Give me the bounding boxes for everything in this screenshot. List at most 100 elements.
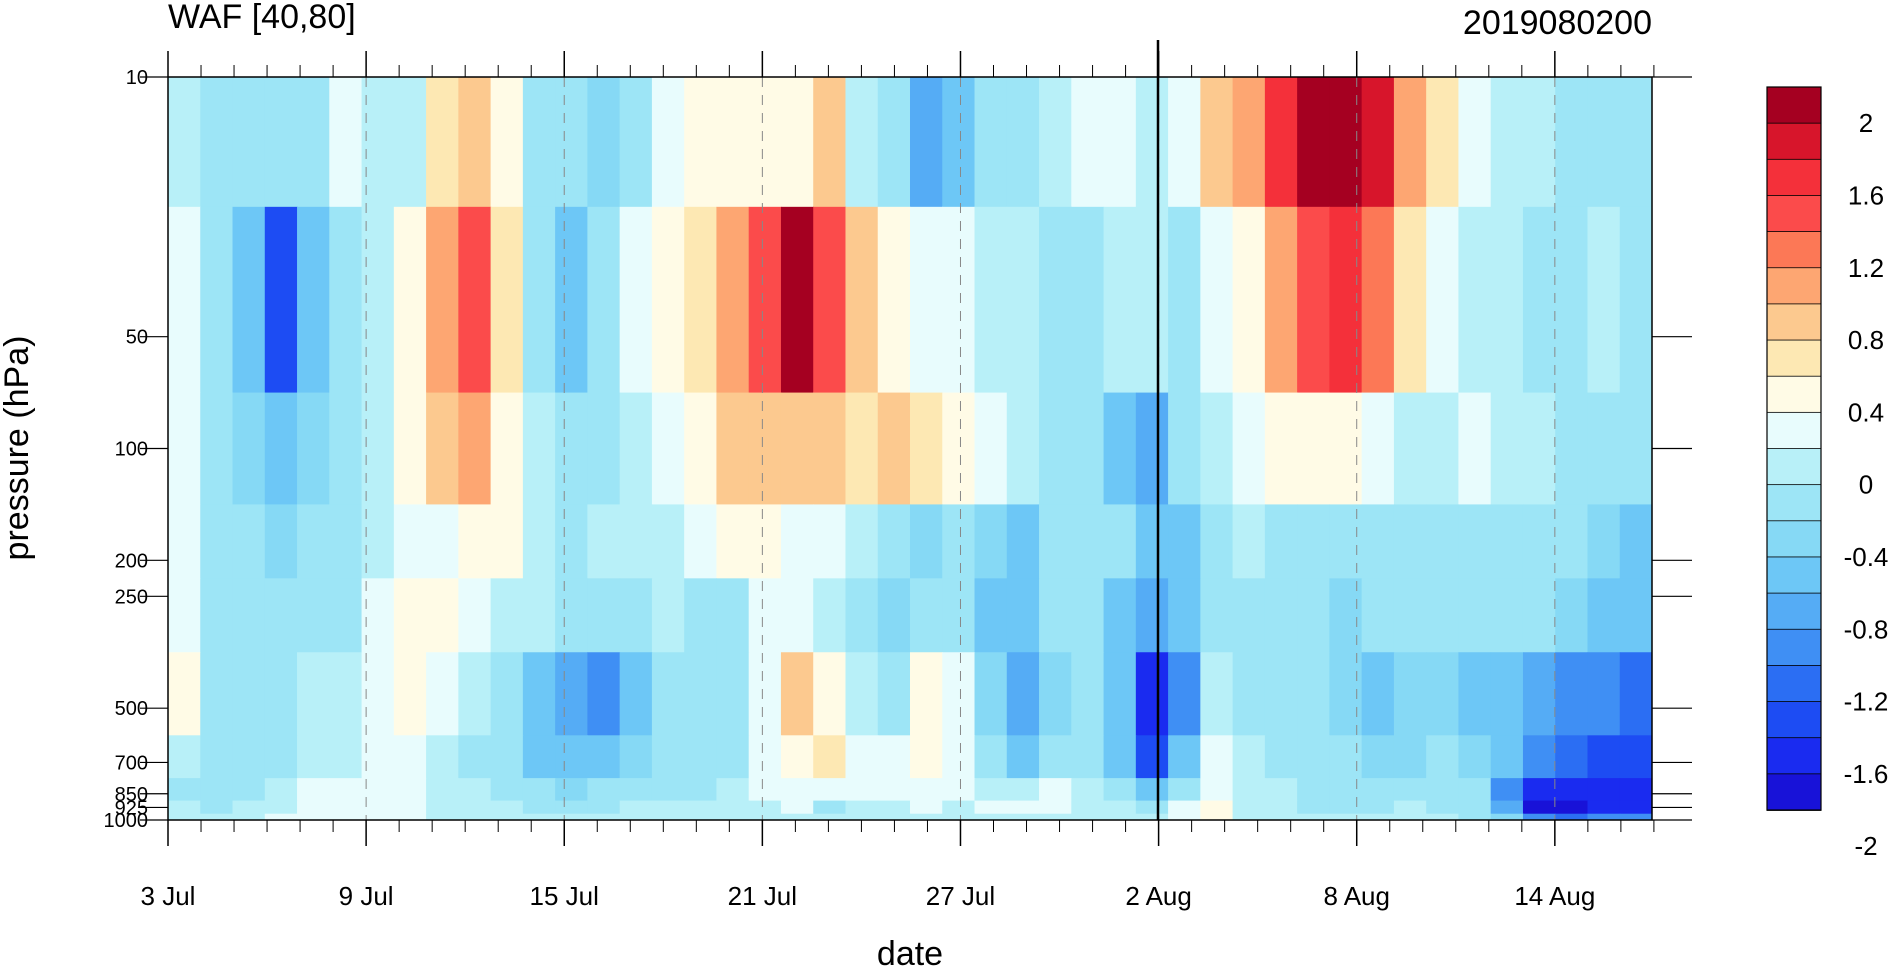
heatmap-cell (1200, 735, 1234, 779)
heatmap-cell (1426, 504, 1460, 579)
heatmap-cell (1200, 800, 1234, 815)
heatmap-cell (1297, 778, 1330, 802)
heatmap-cell (1200, 77, 1234, 208)
heatmap-cell (813, 800, 847, 815)
heatmap-cell (1135, 504, 1169, 579)
x-tick-label: 9 Jul (339, 881, 394, 911)
heatmap-cell (942, 392, 976, 506)
heatmap-cell (780, 206, 814, 394)
heatmap-cell (426, 578, 459, 653)
heatmap-cell (232, 206, 266, 394)
heatmap-cell (458, 392, 492, 506)
heatmap-cell (1361, 504, 1395, 579)
heatmap-cell (1232, 735, 1266, 779)
heatmap-cell (264, 800, 298, 815)
heatmap-cell (1135, 813, 1169, 820)
heatmap-cell (1619, 778, 1652, 802)
heatmap-cell (1168, 652, 1201, 736)
x-tick-label: 27 Jul (926, 881, 995, 911)
heatmap-cell (974, 578, 1008, 653)
heatmap-cell (1103, 206, 1137, 394)
heatmap-cell (1619, 206, 1652, 394)
heatmap-cell (264, 778, 298, 802)
colorbar-swatch (1766, 375, 1822, 414)
heatmap-cell (490, 800, 524, 815)
heatmap-cell (587, 206, 621, 394)
heatmap-cell (264, 206, 298, 394)
colorbar-swatch (1766, 484, 1822, 522)
y-axis-label: pressure (hPa) (0, 336, 36, 561)
heatmap-cell (168, 206, 201, 394)
heatmap-cell (1264, 77, 1298, 208)
heatmap-cell (361, 504, 395, 579)
colorbar-swatch (1766, 339, 1822, 378)
colorbar-swatch (1766, 556, 1822, 595)
heatmap-cell (748, 735, 782, 779)
heatmap-cell (1071, 206, 1105, 394)
heatmap-cell (716, 800, 750, 815)
heatmap-cell (1006, 800, 1040, 815)
heatmap-cell (716, 578, 750, 653)
heatmap-cell (651, 778, 685, 802)
heatmap-cell (845, 392, 879, 506)
heatmap-cell (780, 778, 814, 802)
colorbar-swatch (1766, 701, 1822, 739)
heatmap-cell (426, 392, 459, 506)
colorbar-label: 0.8 (1848, 325, 1884, 355)
heatmap-cell (1071, 652, 1105, 736)
heatmap-cell (1490, 578, 1524, 653)
heatmap-cell (1006, 206, 1040, 394)
heatmap-cell (555, 778, 588, 802)
heatmap-cell (1522, 206, 1556, 394)
heatmap-cell (619, 800, 653, 815)
heatmap-cell (1329, 813, 1363, 820)
heatmap-cell (942, 800, 976, 815)
heatmap-cell (1297, 206, 1330, 394)
heatmap-cell (393, 735, 427, 779)
heatmap-cell (651, 735, 685, 779)
heatmap-cell (974, 77, 1008, 208)
heatmap-cell (264, 77, 298, 208)
heatmap-cell (1103, 813, 1137, 820)
heatmap-cell (1426, 800, 1460, 815)
heatmap-cell (522, 735, 556, 779)
heatmap-cell (1200, 813, 1234, 820)
heatmap-cell (1587, 813, 1621, 820)
heatmap-cell (813, 735, 847, 779)
heatmap-cell (1619, 813, 1652, 820)
heatmap-cell (168, 504, 201, 579)
heatmap-cell (1135, 800, 1169, 815)
heatmap-cell (1232, 652, 1266, 736)
colorbar-label: 2 (1859, 108, 1873, 138)
heatmap-cell (297, 392, 330, 506)
x-tick-label: 2 Aug (1125, 881, 1192, 911)
heatmap-cell (1361, 578, 1395, 653)
heatmap-cell (458, 735, 492, 779)
heatmap-cell (651, 392, 685, 506)
colorbar-swatch (1766, 448, 1822, 486)
heatmap-cell (1329, 652, 1363, 736)
heatmap-cell (651, 578, 685, 653)
heatmap-cell (877, 778, 911, 802)
x-tick-label: 21 Jul (728, 881, 797, 911)
heatmap-cell (264, 504, 298, 579)
heatmap-cell (1232, 504, 1266, 579)
heatmap-cell (619, 77, 653, 208)
heatmap-cell (748, 813, 782, 820)
y-tick-label: 250 (115, 586, 148, 608)
heatmap-cell (748, 778, 782, 802)
heatmap-cell (845, 778, 879, 802)
heatmap-cell (490, 206, 524, 394)
heatmap-cell (200, 735, 234, 779)
heatmap-cell (1297, 735, 1330, 779)
heatmap-cell (1490, 813, 1524, 820)
heatmap-cell (555, 392, 588, 506)
heatmap-cell (1361, 778, 1395, 802)
heatmap-cell (1490, 392, 1524, 506)
heatmap-cell (1555, 813, 1589, 820)
heatmap-cell (490, 778, 524, 802)
heatmap-cell (1297, 578, 1330, 653)
heatmap-cell (393, 206, 427, 394)
heatmap-cell (297, 652, 330, 736)
heatmap-cell (329, 800, 363, 815)
